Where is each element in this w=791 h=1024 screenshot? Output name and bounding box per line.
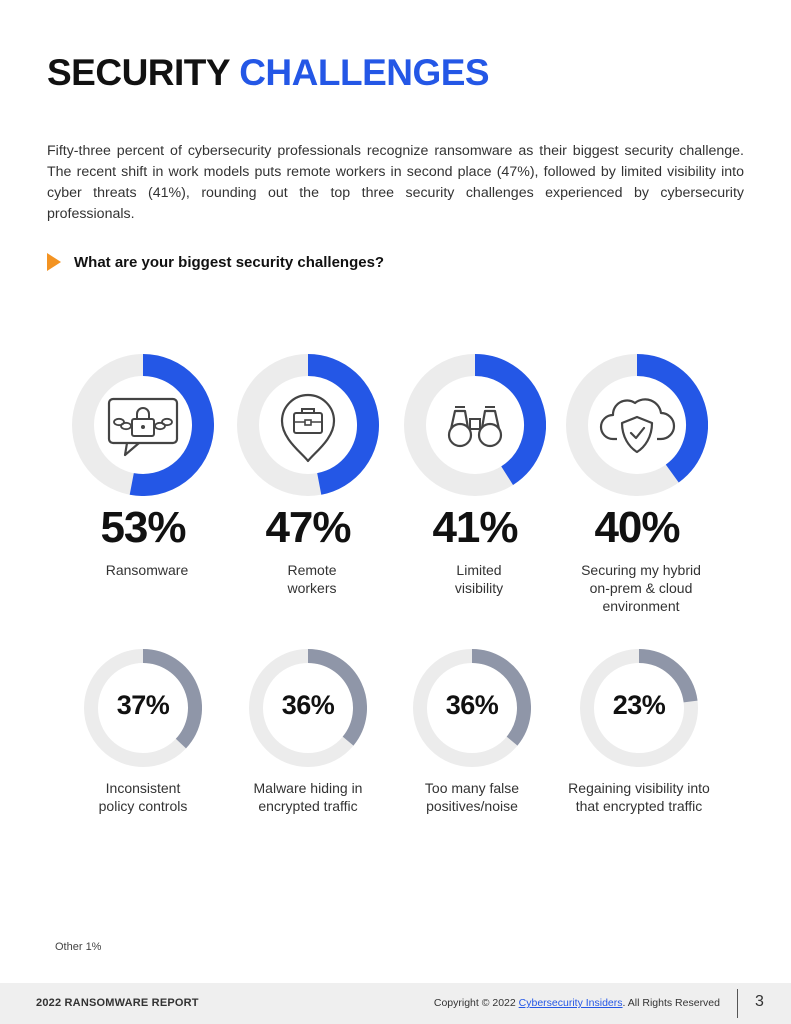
top-3-donut: [404, 354, 546, 496]
top-3-label-line: Limited: [456, 562, 502, 578]
briefcase-location-icon: [280, 393, 336, 463]
top-1-label: Ransomware: [57, 561, 237, 579]
report-name: 2022 RANSOMWARE REPORT: [36, 997, 199, 1009]
bottom-1-label-line: policy controls: [98, 798, 188, 814]
bottom-2-donut: [249, 649, 367, 767]
top-3-label: Limited visibility: [389, 561, 569, 597]
bottom-1-label-line: Inconsistent: [105, 780, 181, 796]
bottom-1-arc: [142, 649, 202, 749]
top-1-donut: [72, 354, 214, 496]
top-3-label-line: visibility: [454, 580, 504, 596]
bottom-3-arc: [471, 649, 531, 746]
top-4-value: 40%: [594, 503, 680, 552]
top-2-label: Remote workers: [222, 561, 402, 597]
padlock-chain-icon: [107, 397, 179, 457]
top-4-donut: [566, 354, 708, 496]
bottom-1-donut: [84, 649, 202, 767]
top-4-label-line: on-prem & cloud: [589, 580, 693, 596]
copyright-text: Copyright © 2022 Cybersecurity Insiders.…: [434, 997, 720, 1009]
question-text: What are your biggest security challenge…: [74, 253, 385, 271]
bottom-3-label: Too many false positives/noise: [382, 779, 562, 815]
top-4-label-line: environment: [602, 598, 680, 614]
bottom-2-label: Malware hiding in encrypted traffic: [218, 779, 398, 815]
bottom-4-label-line: Regaining visibility into: [568, 780, 710, 796]
bottom-4-arc: [638, 649, 698, 703]
bottom-2-label-line: encrypted traffic: [258, 798, 358, 814]
copyright-suffix: . All Rights Reserved: [622, 997, 720, 1009]
title-part-1: SECURITY: [47, 52, 230, 93]
top-4-label: Securing my hybrid on-prem & cloud environ…: [551, 561, 731, 615]
top-3-arc: [474, 354, 546, 485]
bottom-4-donut: [580, 649, 698, 767]
bottom-2-value: 36%: [281, 690, 335, 720]
top-1-value: 53%: [100, 503, 186, 552]
bottom-2-arc: [307, 649, 367, 746]
binoculars-icon: [447, 406, 503, 448]
bottom-2-label-line: Malware hiding in: [253, 780, 363, 796]
intro-paragraph: Fifty-three percent of cybersecurity pro…: [47, 143, 744, 222]
bottom-4-value: 23%: [612, 690, 666, 720]
bottom-4-label: Regaining visibility into that encrypted …: [549, 779, 729, 815]
top-3-value: 41%: [432, 503, 518, 552]
bottom-4-label-line: that encrypted traffic: [575, 798, 703, 814]
bottom-1-value: 37%: [116, 690, 170, 720]
bottom-3-label-line: positives/noise: [426, 798, 518, 814]
top-2-value: 47%: [265, 503, 351, 552]
top-2-label-line: workers: [287, 580, 337, 596]
top-2-arc: [307, 354, 379, 495]
top-2-label-line: Remote: [287, 562, 337, 578]
copyright-prefix: Copyright © 2022: [433, 997, 519, 1009]
page-number: 3: [755, 993, 764, 1010]
bottom-3-donut: [413, 649, 531, 767]
top-2-donut: [237, 354, 379, 496]
question-heading: What are your biggest security challenge…: [47, 253, 384, 271]
top-1-label-line: Ransomware: [105, 562, 189, 578]
page-footer: 2022 RANSOMWARE REPORT Copyright © 2022 …: [0, 983, 791, 1024]
top-4-label-line: Securing my hybrid: [581, 562, 701, 578]
cloud-shield-icon: [599, 398, 676, 454]
top-1-arc: [129, 354, 214, 496]
bottom-3-value: 36%: [445, 690, 499, 720]
title-part-2: CHALLENGES: [239, 52, 490, 93]
play-arrow-icon: [47, 253, 61, 271]
top-4-arc: [636, 354, 708, 483]
footer-divider: [737, 989, 738, 1018]
bottom-3-label-line: Too many false: [424, 780, 520, 796]
copyright-link[interactable]: Cybersecurity Insiders: [518, 997, 623, 1009]
page-title: SECURITY CHALLENGES: [47, 52, 490, 94]
bottom-1-label: Inconsistent policy controls: [53, 779, 233, 815]
other-note: Other 1%: [55, 941, 102, 953]
